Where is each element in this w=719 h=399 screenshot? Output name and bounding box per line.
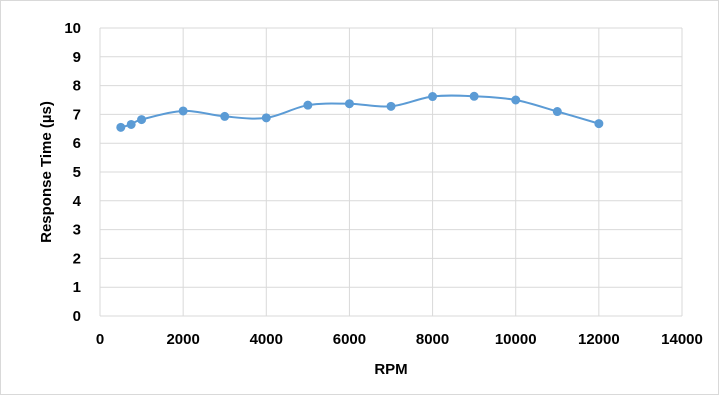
y-axis-title: Response Time (µs) [38, 101, 55, 243]
y-tick-label: 9 [73, 49, 81, 66]
x-axis-title: RPM [374, 361, 407, 378]
data-point [428, 92, 438, 102]
axes [99, 28, 682, 317]
data-point [137, 115, 147, 125]
data-point [178, 106, 188, 116]
data-point [511, 95, 521, 105]
x-tick-label: 14000 [661, 331, 703, 348]
y-tick-label: 10 [64, 20, 81, 37]
y-tick-label: 7 [73, 106, 81, 123]
y-tick-label: 3 [73, 222, 81, 239]
gridlines [100, 27, 683, 316]
x-tick-label: 10000 [495, 331, 537, 348]
data-point [220, 111, 230, 121]
data-point [116, 122, 126, 132]
series-point-layer [116, 91, 604, 132]
data-point [386, 101, 396, 111]
series-line-layer [120, 94, 600, 129]
y-tick-label: 2 [73, 250, 81, 267]
y-tick-label: 1 [73, 279, 81, 296]
data-point [126, 119, 136, 129]
y-tick-label: 5 [73, 164, 81, 181]
y-tick-label: 6 [73, 135, 81, 152]
series-line [120, 94, 600, 129]
data-point [261, 113, 271, 123]
data-point [303, 100, 313, 110]
x-tick-label: 6000 [333, 331, 366, 348]
tick-labels: 0 1 2 3 4 5 6 7 8 9 10 0 2000 4000 6000 8000 10000 12000 1… [64, 20, 703, 348]
data-point [344, 99, 354, 109]
x-tick-label: 0 [96, 331, 104, 348]
data-point [469, 91, 479, 101]
y-tick-label: 4 [73, 193, 82, 210]
data-point [552, 107, 562, 117]
y-tick-label: 0 [73, 308, 81, 325]
x-tick-label: 12000 [578, 331, 620, 348]
x-tick-label: 4000 [250, 331, 283, 348]
x-tick-label: 8000 [416, 331, 449, 348]
y-tick-label: 8 [73, 78, 81, 95]
x-tick-label: 2000 [166, 331, 199, 348]
data-point [594, 119, 604, 129]
